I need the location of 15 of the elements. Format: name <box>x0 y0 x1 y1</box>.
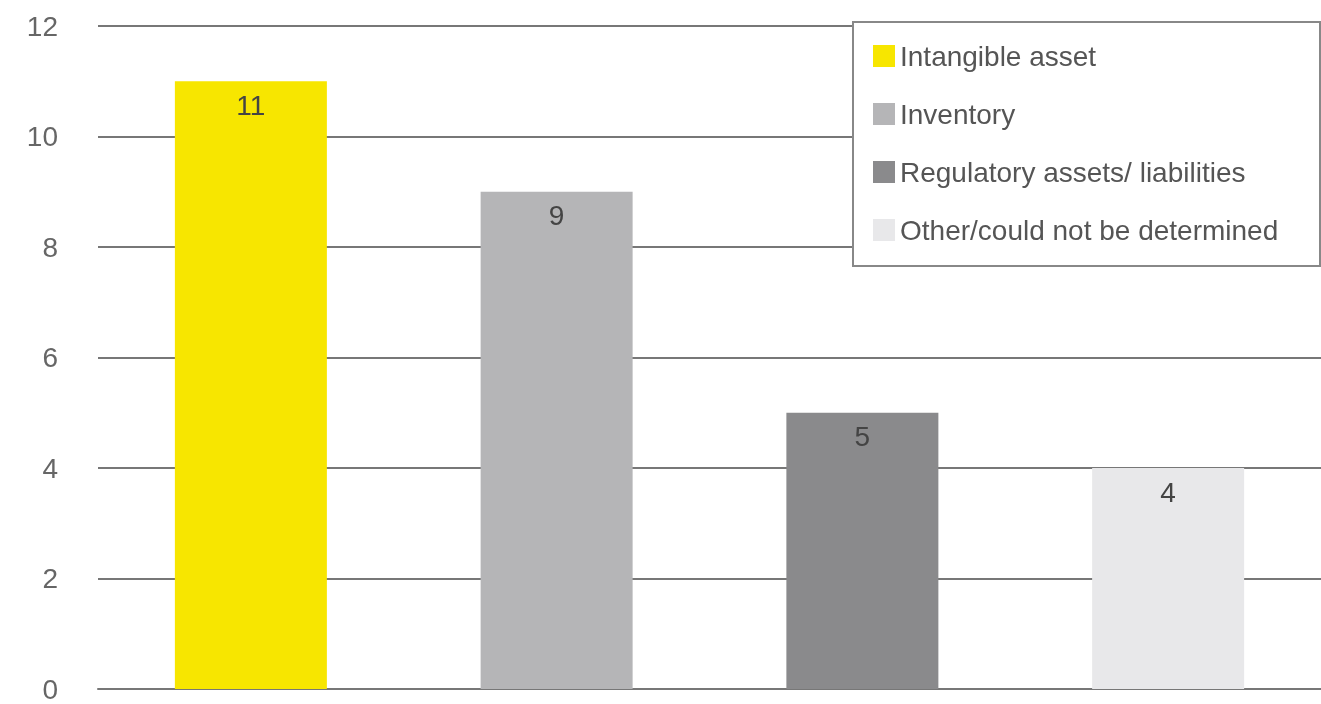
y-tick-label: 2 <box>42 563 58 594</box>
y-tick-label: 10 <box>26 121 58 152</box>
y-tick-label: 12 <box>26 10 58 42</box>
data-label: 4 <box>1160 476 1176 508</box>
legend-label: Intangible asset <box>900 40 1097 72</box>
legend-label: Regulatory assets/ liabilities <box>900 156 1246 188</box>
data-label: 11 <box>236 89 266 121</box>
legend-label: Other/could not be determined <box>900 214 1279 246</box>
data-label: 9 <box>548 200 565 232</box>
data-label: 5 <box>854 421 871 453</box>
y-tick-label: 6 <box>42 342 58 373</box>
legend-label: Inventory <box>900 98 1016 130</box>
y-tick-label: 4 <box>42 452 58 484</box>
y-tick-label: 8 <box>42 231 58 263</box>
y-tick-label: 0 <box>42 673 58 704</box>
